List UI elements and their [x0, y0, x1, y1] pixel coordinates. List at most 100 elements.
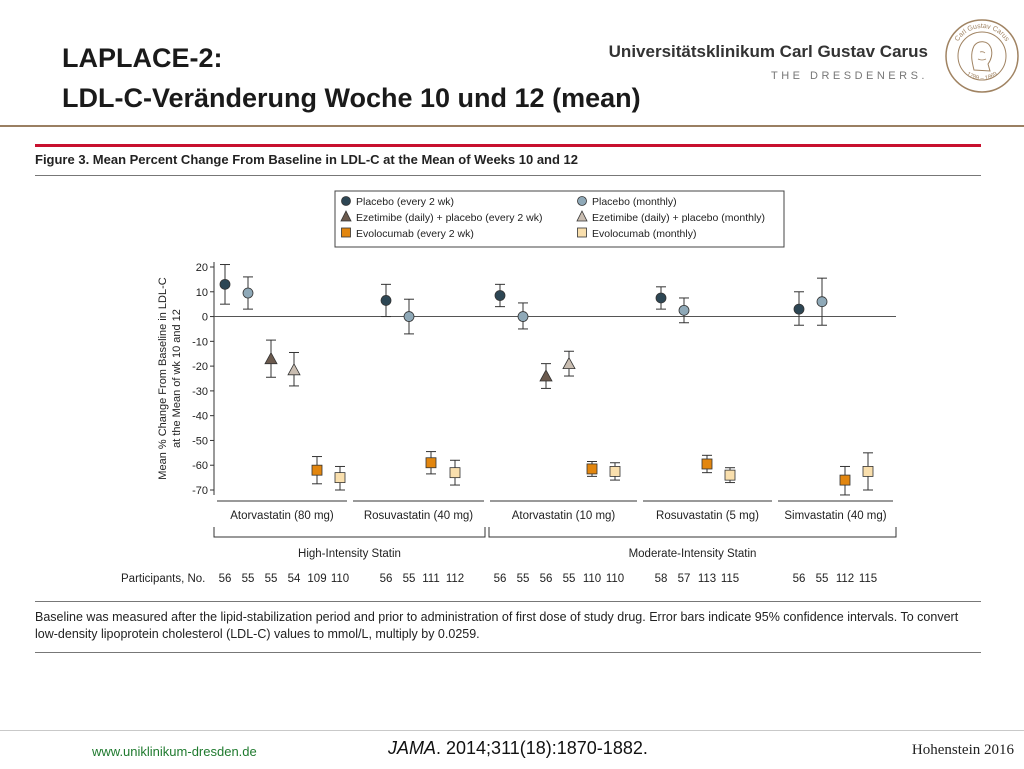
y-tick-label: 20	[196, 262, 208, 274]
footer-bar	[0, 730, 1024, 769]
participant-count: 109	[307, 573, 326, 585]
legend-marker-triangle	[576, 210, 588, 222]
data-point-circle	[816, 296, 828, 308]
data-point-square	[311, 464, 323, 476]
y-tick-label: -20	[192, 361, 208, 373]
data-point-circle	[242, 287, 254, 299]
slide-title: LAPLACE-2: LDL-C-Veränderung Woche 10 un…	[62, 38, 641, 118]
y-tick-label: -30	[192, 386, 208, 398]
category-label: Rosuvastatin (5 mg)	[656, 510, 759, 522]
participant-count: 56	[219, 573, 232, 585]
legend-marker-circle	[341, 196, 351, 206]
data-point-triangle	[287, 362, 301, 376]
svg-text:1789 – 1869: 1789 – 1869	[965, 71, 999, 82]
brand-block: Universitätsklinikum Carl Gustav Carus T…	[598, 42, 928, 82]
participant-count: 110	[606, 573, 624, 585]
participant-count: 110	[583, 573, 601, 585]
data-point-circle	[494, 290, 506, 301]
data-point-triangle	[539, 369, 553, 382]
y-tick-label: -10	[192, 336, 208, 348]
figure-title-rule	[35, 175, 981, 176]
participant-count: 111	[422, 573, 439, 585]
data-point-circle	[380, 295, 392, 306]
category-label: Atorvastatin (80 mg)	[230, 510, 334, 522]
participant-count: 55	[816, 573, 829, 585]
footer-citation: JAMA. 2014;311(18):1870-1882.	[388, 738, 648, 759]
data-point-triangle	[562, 356, 576, 370]
participant-count: 57	[678, 573, 691, 585]
data-point-triangle	[264, 351, 278, 365]
participants-label: Participants, No.	[121, 573, 205, 585]
data-point-square	[839, 474, 851, 486]
legend-marker-square	[577, 227, 587, 238]
data-point-square	[701, 458, 713, 470]
group-label: High-Intensity Statin	[298, 548, 401, 560]
data-point-circle	[793, 303, 805, 315]
legend-entry-label: Placebo (monthly)	[592, 196, 677, 208]
data-point-square	[724, 469, 736, 481]
participant-count: 55	[403, 573, 416, 585]
legend-entry-label: Placebo (every 2 wk)	[356, 196, 454, 208]
legend-entry-label: Evolocumab (every 2 wk)	[356, 228, 474, 240]
figure-caption-rule	[35, 601, 981, 602]
data-point-circle	[678, 304, 690, 316]
footer-author: Hohenstein 2016	[911, 742, 1014, 758]
participant-count: 56	[380, 573, 393, 585]
legend-marker-square	[341, 227, 351, 238]
participant-count: 113	[698, 573, 716, 585]
participant-count: 54	[288, 573, 301, 585]
category-label: Simvastatin (40 mg)	[784, 510, 886, 522]
participant-count: 112	[446, 573, 464, 585]
legend-entry-label: Evolocumab (monthly)	[592, 228, 696, 240]
participant-count: 55	[265, 573, 278, 585]
data-point-square	[425, 457, 437, 469]
figure-bottom-rule	[35, 652, 981, 653]
y-tick-label: 10	[196, 287, 208, 299]
header-divider	[0, 125, 1024, 127]
data-point-circle	[517, 311, 529, 322]
group-bracket	[213, 527, 486, 538]
group-bracket	[488, 527, 897, 538]
slide-title-line2: LDL-C-Veränderung Woche 10 und 12 (mean)	[62, 83, 641, 113]
brand-name: Universitätsklinikum Carl Gustav Carus	[608, 42, 928, 61]
legend-box	[334, 190, 785, 248]
y-tick-label: 0	[202, 312, 208, 324]
y-tick-label: -50	[192, 435, 208, 447]
y-axis-title-line2: at the Mean of wk 10 and 12	[171, 309, 183, 448]
y-tick-label: -40	[192, 411, 208, 423]
data-point-square	[586, 463, 598, 475]
figure-title: Figure 3. Mean Percent Change From Basel…	[35, 152, 579, 167]
data-point-square	[609, 466, 621, 477]
participant-count: 56	[494, 573, 507, 585]
participant-count: 115	[721, 573, 739, 585]
data-point-circle	[403, 311, 415, 322]
legend-marker-triangle	[340, 210, 352, 222]
participant-count: 55	[242, 573, 255, 585]
university-seal-logo: Carl Gustav Carus 1789 – 1869	[945, 19, 1019, 93]
legend-marker-circle	[577, 196, 587, 206]
data-point-square	[334, 472, 346, 484]
figure-caption: Baseline was measured after the lipid-st…	[35, 610, 959, 641]
data-point-circle	[219, 278, 231, 290]
data-point-square	[862, 466, 874, 477]
group-label: Moderate-Intensity Statin	[629, 548, 757, 560]
participant-count: 55	[563, 573, 576, 585]
participant-count: 110	[331, 573, 349, 585]
legend-entry-label: Ezetimibe (daily) + placebo (monthly)	[592, 212, 765, 224]
ldl-change-chart: 20 10 0 -10 -20 -30 -40 -50 -60 -70 Mean % Change …	[121, 190, 897, 585]
category-label: Atorvastatin (10 mg)	[512, 510, 616, 522]
participant-count: 55	[517, 573, 530, 585]
participant-count: 58	[655, 573, 668, 585]
figure-top-rule	[35, 144, 981, 147]
brand-tagline: THE DRESDENERS.	[770, 70, 928, 82]
slide-title-line1: LAPLACE-2:	[62, 43, 223, 73]
citation-journal: JAMA	[388, 738, 437, 758]
participant-count: 115	[859, 573, 877, 585]
seal-text-bottom: 1789 – 1869	[965, 71, 999, 82]
y-tick-label: -60	[192, 460, 208, 472]
citation-details: . 2014;311(18):1870-1882.	[436, 738, 648, 758]
footer-website-link[interactable]: www.uniklinikum-dresden.de	[92, 744, 257, 759]
legend-entry-label: Ezetimibe (daily) + placebo (every 2 wk)	[356, 212, 542, 224]
category-label: Rosuvastatin (40 mg)	[364, 510, 473, 522]
participant-count: 56	[540, 573, 553, 585]
